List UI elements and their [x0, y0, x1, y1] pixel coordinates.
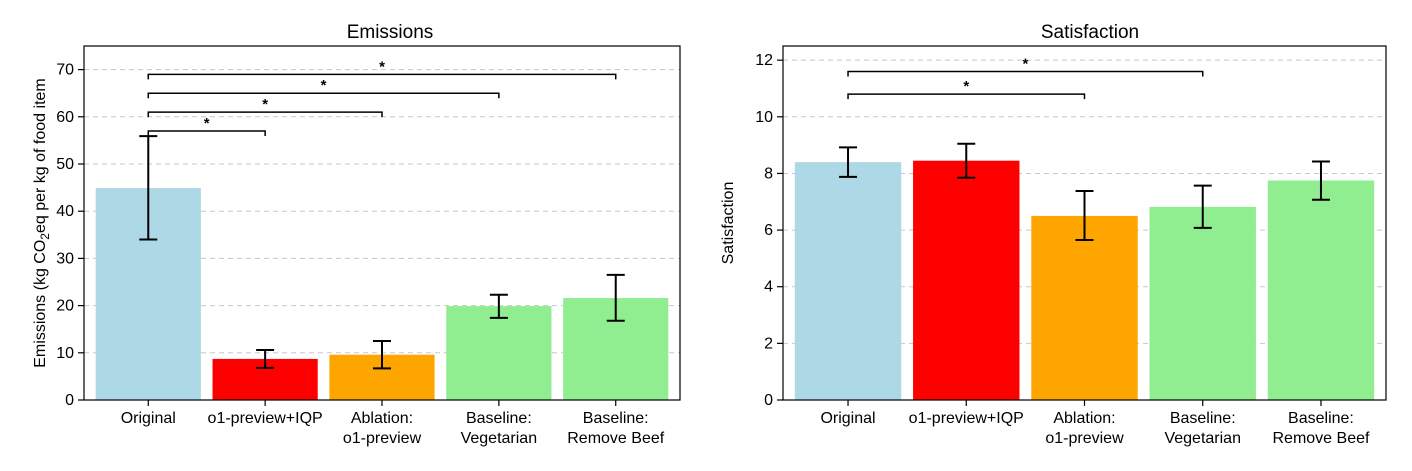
emissions-x-tick-label: Original: [121, 410, 176, 427]
satisfaction-y-tick-label: 0: [764, 392, 773, 409]
satisfaction-y-tick-label: 12: [755, 52, 773, 69]
emissions-x-tick-label: Baseline: Vegetarian: [461, 410, 538, 447]
satisfaction-error-bar: [1193, 184, 1212, 229]
emissions-x-ticks: Original o1-preview+IQP Ablation: o1-previe…: [121, 400, 665, 447]
emissions-y-tick-label: 50: [56, 156, 74, 173]
emissions-significance-bracket: *: [147, 58, 617, 80]
satisfaction-y-tick-label: 10: [755, 109, 773, 126]
emissions-y-axis-label: Emissions (kg CO2eq per kg of food item: [32, 78, 52, 367]
satisfaction-x-tick-label: o1-preview+IQP: [909, 410, 1024, 427]
emissions-significance-bracket: *: [147, 96, 383, 118]
satisfaction-significance-bracket: *: [847, 78, 1086, 100]
satisfaction-x-tick-label: Baseline: Remove Beef: [1273, 410, 1370, 447]
emissions-bars: [95, 188, 669, 400]
satisfaction-bar: [1267, 180, 1375, 400]
satisfaction-error-bar: [1075, 189, 1094, 241]
emissions-y-tick-label: 10: [56, 345, 74, 362]
emissions-error-bar: [256, 348, 275, 369]
emissions-significance-bracket: *: [147, 77, 500, 99]
emissions-significance-star: *: [262, 96, 268, 113]
satisfaction-significance-star: *: [1022, 55, 1028, 72]
emissions-error-bar: [606, 273, 625, 322]
emissions-significance-bracket: *: [147, 115, 266, 136]
emissions-y-tick-label: 70: [56, 62, 74, 79]
emissions-x-tick-label: Baseline: Remove Beef: [567, 410, 664, 447]
satisfaction-x-tick-label: Baseline: Vegetarian: [1164, 410, 1241, 447]
emissions-chart-title: Emissions: [347, 22, 434, 43]
satisfaction-x-tick-label: Ablation: o1-preview: [1045, 410, 1124, 447]
emissions-chart: Emissions * * * * 0 10 20 30 40 50 60 70 Original o…: [32, 22, 681, 447]
satisfaction-error-bar: [1311, 160, 1330, 201]
satisfaction-bar: [1031, 215, 1138, 400]
satisfaction-error-bar: [839, 146, 858, 178]
emissions-y-tick-label: 30: [56, 250, 74, 267]
satisfaction-error-bars: [839, 142, 1330, 241]
emissions-error-bar: [373, 340, 391, 370]
satisfaction-significance-star: *: [963, 78, 969, 95]
emissions-y-tick-label: 0: [65, 392, 74, 409]
emissions-y-tick-label: 60: [56, 109, 74, 126]
satisfaction-significance: **: [847, 55, 1204, 100]
emissions-bar: [446, 306, 552, 400]
emissions-error-bar: [489, 293, 508, 319]
emissions-x-tick-label: Ablation: o1-preview: [343, 410, 422, 447]
emissions-significance-star: *: [379, 58, 385, 75]
emissions-significance-star: *: [204, 115, 210, 132]
satisfaction-y-tick-label: 6: [764, 222, 773, 239]
satisfaction-bar: [1149, 206, 1256, 400]
satisfaction-y-tick-label: 8: [764, 165, 773, 182]
emissions-y-tick-label: 40: [56, 203, 74, 220]
emissions-significance-star: *: [321, 77, 327, 94]
satisfaction-bars: [794, 160, 1375, 400]
satisfaction-y-ticks: 0 2 4 6 8 10 12: [755, 52, 783, 409]
emissions-y-tick-label: 20: [56, 298, 74, 315]
satisfaction-significance-bracket: *: [847, 55, 1204, 77]
satisfaction-y-axis-label: Satisfaction: [720, 182, 737, 265]
emissions-y-ticks: 0 10 20 30 40 50 60 70: [56, 62, 84, 409]
emissions-x-tick-label: o1-preview+IQP: [208, 410, 323, 427]
satisfaction-x-tick-label: Original: [820, 410, 875, 427]
satisfaction-bar: [794, 162, 902, 400]
emissions-error-bar: [139, 135, 158, 241]
satisfaction-y-tick-label: 4: [764, 279, 773, 296]
satisfaction-chart-title: Satisfaction: [1041, 22, 1139, 43]
emissions-error-bars: [139, 135, 625, 370]
satisfaction-y-tick-label: 2: [764, 335, 773, 352]
satisfaction-error-bar: [957, 142, 976, 179]
emissions-significance: * * * *: [147, 58, 617, 136]
satisfaction-bar: [913, 160, 1020, 400]
satisfaction-x-ticks: Original o1-preview+IQP Ablation: o1-previe…: [820, 400, 1370, 447]
